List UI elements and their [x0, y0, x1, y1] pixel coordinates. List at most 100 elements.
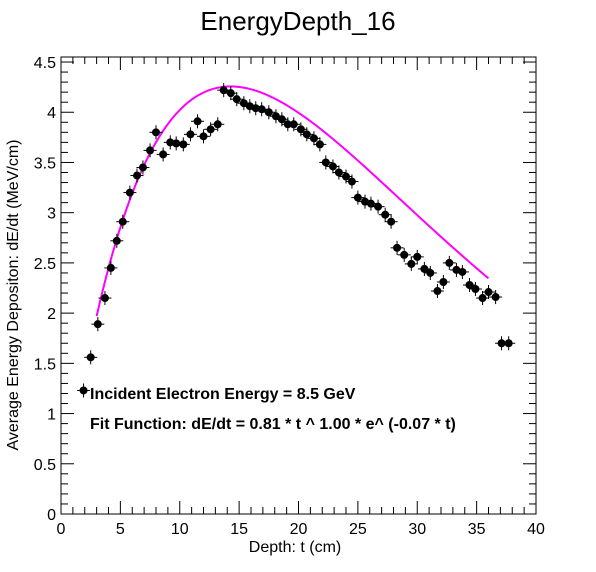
data-marker: [315, 140, 324, 149]
data-marker: [232, 95, 241, 104]
data-marker: [146, 146, 155, 155]
data-point: [468, 281, 482, 297]
data-marker: [172, 139, 181, 148]
data-point: [91, 317, 105, 332]
x-axis: 0 5 10 15 20 25 30 35 40: [57, 57, 545, 538]
data-marker: [393, 243, 402, 252]
data-marker: [387, 217, 396, 226]
data-marker: [445, 258, 454, 267]
data-marker: [199, 132, 208, 141]
x-tick-label: 40: [527, 521, 545, 538]
data-point: [110, 233, 124, 248]
x-tick-label: 30: [408, 521, 426, 538]
data-marker: [342, 172, 350, 181]
data-marker: [458, 267, 467, 276]
energy-annotation: Incident Electron Energy = 8.5 GeV: [90, 386, 356, 403]
data-marker: [433, 287, 442, 296]
y-tick-label: 3: [47, 206, 56, 223]
y-tick-label: 0.5: [34, 457, 56, 474]
x-tick-label: 20: [290, 521, 308, 538]
data-marker: [179, 140, 188, 149]
data-marker: [289, 120, 298, 129]
data-point: [307, 131, 321, 146]
data-marker: [193, 117, 202, 126]
data-point: [430, 283, 444, 299]
data-point: [476, 291, 490, 306]
data-marker: [166, 138, 175, 147]
data-point: [204, 122, 218, 137]
data-marker: [478, 294, 487, 303]
data-point: [455, 264, 469, 279]
data-marker: [439, 277, 448, 286]
data-marker: [159, 150, 168, 159]
data-point: [197, 129, 210, 144]
data-marker: [264, 108, 273, 117]
x-tick-label: 10: [171, 521, 189, 538]
data-marker: [302, 130, 311, 139]
data-marker: [125, 188, 134, 197]
data-marker: [497, 339, 506, 348]
data-marker: [277, 115, 286, 124]
data-point: [502, 336, 516, 351]
data-point: [262, 105, 276, 120]
data-point: [130, 168, 144, 183]
data-point: [319, 155, 333, 170]
x-tick-label: 15: [230, 521, 248, 538]
data-point: [404, 256, 418, 271]
data-point: [217, 83, 231, 98]
y-tick-label: 3.5: [34, 155, 56, 172]
data-point: [332, 165, 346, 180]
data-marker: [420, 264, 429, 273]
data-marker: [219, 86, 228, 95]
data-marker: [206, 125, 215, 134]
data-marker: [400, 250, 409, 259]
data-point: [351, 190, 365, 205]
data-marker: [465, 280, 474, 289]
data-point: [191, 114, 205, 129]
data-point: [397, 247, 411, 262]
data-point: [287, 117, 301, 132]
data-marker: [347, 177, 356, 186]
data-marker: [239, 99, 248, 108]
data-marker: [471, 285, 480, 294]
data-marker: [79, 386, 88, 395]
chart-title: EnergyDepth_16: [200, 6, 395, 36]
y-tick-label: 1: [47, 407, 56, 424]
data-points-layer: [77, 83, 516, 398]
data-point: [255, 102, 269, 117]
data-marker: [381, 210, 390, 219]
data-marker: [257, 105, 266, 114]
y-tick-label: 4: [47, 105, 56, 122]
data-marker: [309, 134, 318, 143]
data-point: [326, 159, 340, 174]
data-point: [84, 350, 98, 365]
data-marker: [152, 128, 160, 137]
data-point: [116, 214, 130, 229]
data-point: [104, 260, 118, 275]
data-marker: [93, 320, 102, 329]
data-marker: [106, 263, 115, 272]
x-axis-label: Depth: t (cm): [249, 539, 341, 556]
y-tick-label: 0: [47, 507, 56, 524]
data-marker: [213, 120, 222, 129]
data-marker: [426, 268, 435, 277]
data-point: [224, 86, 238, 101]
data-point: [345, 174, 359, 189]
data-point: [230, 92, 244, 107]
data-point: [489, 290, 503, 305]
x-tick-label: 35: [468, 521, 486, 538]
data-marker: [374, 202, 383, 211]
data-point: [313, 137, 327, 152]
data-point: [136, 160, 150, 175]
y-tick-label: 4.5: [34, 55, 56, 72]
data-point: [143, 143, 157, 158]
y-axis-label: Average Energy Depositon: dE/dt (MeV/cm): [5, 140, 22, 451]
data-marker: [491, 293, 500, 302]
data-point: [123, 185, 137, 200]
data-point: [211, 117, 225, 132]
data-marker: [138, 163, 147, 172]
data-point: [463, 277, 476, 293]
x-tick-label: 5: [116, 521, 125, 538]
y-tick-label: 2.5: [34, 256, 56, 273]
data-marker: [328, 162, 337, 171]
